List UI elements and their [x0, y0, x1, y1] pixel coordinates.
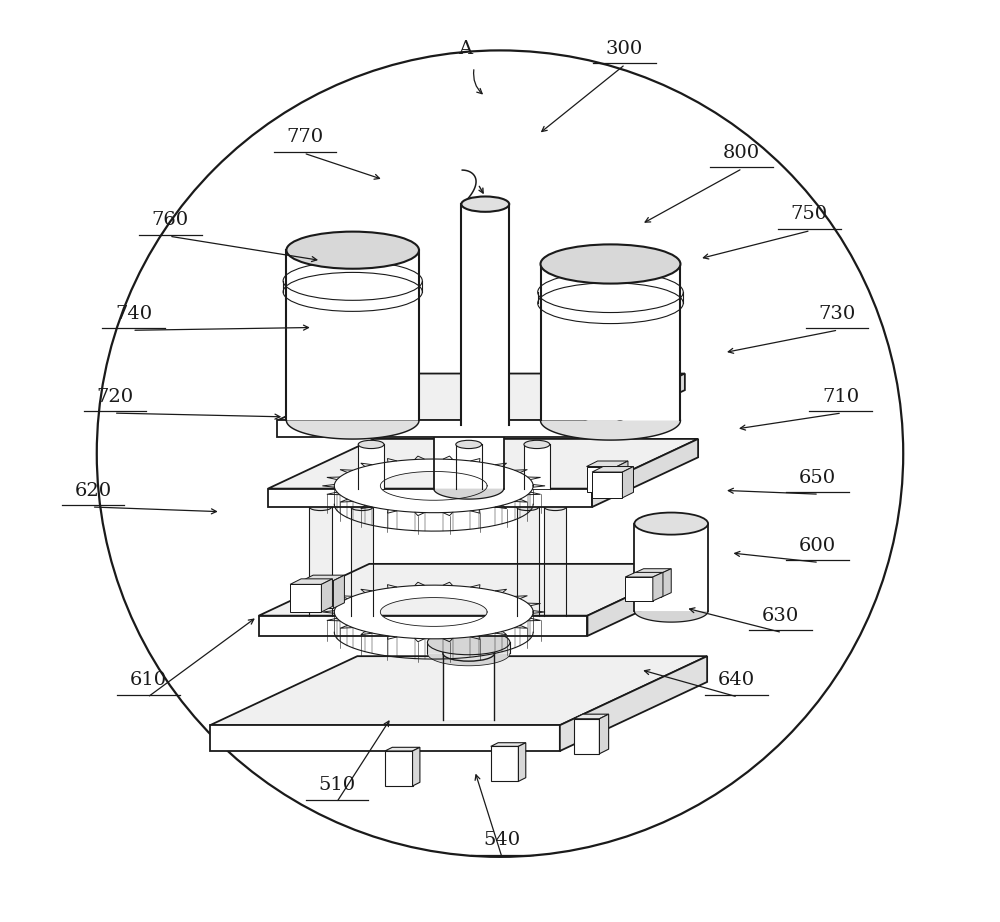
Ellipse shape [456, 441, 482, 449]
Polygon shape [574, 715, 609, 719]
Text: 300: 300 [606, 40, 643, 58]
Ellipse shape [443, 645, 494, 661]
Polygon shape [413, 748, 420, 786]
Polygon shape [427, 654, 510, 666]
Polygon shape [309, 507, 332, 616]
Text: 540: 540 [483, 832, 520, 849]
Polygon shape [541, 264, 680, 420]
Polygon shape [210, 726, 560, 751]
Polygon shape [524, 444, 550, 489]
Polygon shape [625, 577, 653, 601]
Text: 640: 640 [718, 671, 755, 690]
Ellipse shape [524, 441, 550, 449]
Polygon shape [587, 467, 617, 492]
Polygon shape [653, 573, 663, 601]
Ellipse shape [351, 503, 373, 511]
Polygon shape [491, 747, 518, 781]
Polygon shape [592, 467, 633, 472]
Ellipse shape [358, 441, 384, 449]
Polygon shape [334, 585, 533, 639]
Text: 770: 770 [286, 128, 323, 147]
Polygon shape [385, 748, 420, 751]
Text: 760: 760 [152, 211, 189, 229]
Ellipse shape [309, 503, 332, 511]
Polygon shape [259, 564, 698, 616]
Polygon shape [592, 472, 622, 498]
Polygon shape [585, 373, 685, 437]
Text: 620: 620 [75, 481, 112, 500]
Polygon shape [434, 489, 504, 499]
Polygon shape [574, 719, 599, 754]
Polygon shape [268, 439, 698, 489]
Ellipse shape [634, 513, 708, 535]
Polygon shape [518, 743, 526, 781]
Text: A: A [458, 40, 472, 58]
Polygon shape [302, 581, 333, 609]
Polygon shape [290, 579, 332, 585]
Polygon shape [434, 422, 504, 489]
Polygon shape [290, 585, 321, 612]
Polygon shape [541, 420, 680, 440]
Text: 720: 720 [97, 388, 134, 406]
Ellipse shape [286, 231, 419, 268]
Polygon shape [385, 751, 413, 786]
Text: 650: 650 [799, 468, 836, 487]
Text: 730: 730 [818, 305, 856, 323]
Polygon shape [544, 507, 566, 616]
Polygon shape [634, 611, 708, 622]
Polygon shape [358, 444, 384, 489]
Polygon shape [321, 579, 332, 612]
Text: 800: 800 [723, 144, 760, 161]
Polygon shape [456, 444, 482, 489]
Polygon shape [351, 507, 373, 616]
Ellipse shape [541, 244, 680, 284]
Ellipse shape [517, 503, 539, 511]
Polygon shape [599, 715, 609, 754]
Polygon shape [286, 250, 419, 420]
Polygon shape [334, 459, 533, 513]
Polygon shape [633, 569, 671, 573]
Text: 710: 710 [822, 388, 859, 406]
Polygon shape [592, 439, 698, 507]
Text: 510: 510 [318, 776, 356, 794]
Polygon shape [625, 573, 663, 577]
Polygon shape [277, 420, 585, 437]
Polygon shape [286, 420, 419, 439]
Polygon shape [587, 564, 698, 636]
Polygon shape [268, 489, 592, 507]
Polygon shape [617, 461, 628, 492]
Text: 610: 610 [130, 671, 167, 690]
Ellipse shape [434, 412, 504, 432]
Ellipse shape [461, 196, 509, 212]
Polygon shape [491, 743, 526, 747]
Polygon shape [587, 461, 628, 467]
Polygon shape [443, 654, 494, 720]
Polygon shape [622, 467, 633, 498]
Polygon shape [259, 616, 587, 636]
Polygon shape [517, 507, 539, 616]
Polygon shape [210, 656, 707, 726]
Polygon shape [302, 575, 344, 581]
Polygon shape [633, 573, 661, 597]
Polygon shape [661, 569, 671, 597]
Text: 600: 600 [799, 537, 836, 555]
Polygon shape [427, 643, 510, 654]
Text: 740: 740 [115, 305, 152, 323]
Text: 630: 630 [762, 607, 799, 625]
Polygon shape [560, 656, 707, 751]
Polygon shape [461, 204, 509, 425]
Polygon shape [277, 373, 685, 420]
Text: 750: 750 [791, 206, 828, 223]
Polygon shape [333, 575, 344, 609]
Ellipse shape [427, 630, 510, 655]
Ellipse shape [544, 503, 566, 511]
Polygon shape [634, 524, 708, 611]
